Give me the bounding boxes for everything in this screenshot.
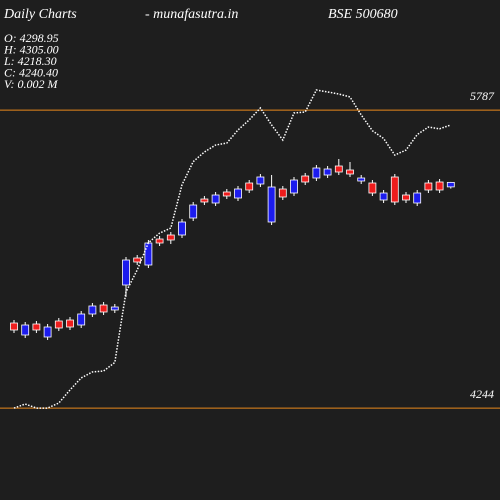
candle-body — [346, 169, 354, 175]
chart-title: Daily Charts — [3, 7, 77, 22]
candle-body — [379, 192, 388, 201]
candle-body — [122, 259, 130, 286]
candle-body — [301, 175, 310, 183]
candle-body — [166, 234, 175, 241]
candle-body — [155, 238, 164, 244]
candle-body — [390, 176, 399, 203]
candle-body — [133, 257, 142, 263]
candle-body — [234, 188, 242, 199]
candle-body — [245, 182, 254, 191]
indicator-line — [13, 89, 452, 409]
candle-body — [178, 221, 186, 236]
ohlcv-info: V: 0.002 M — [4, 77, 59, 91]
candle-body — [99, 304, 108, 313]
candle-body — [278, 188, 287, 198]
candle-body — [21, 324, 30, 336]
level-label: 4244 — [470, 387, 494, 401]
candle-body — [312, 167, 321, 179]
candle-body — [32, 323, 41, 331]
candle-body — [54, 320, 63, 329]
ohlcv-info: H: 4305.00 — [3, 43, 59, 57]
candle-body — [368, 182, 377, 194]
candle-body — [402, 194, 410, 201]
candle-body — [189, 204, 198, 219]
candle-body — [446, 181, 455, 188]
candle-body — [77, 313, 86, 326]
candle-body — [222, 191, 231, 197]
ohlcv-info: L: 4218.30 — [3, 54, 57, 68]
candle-body — [413, 192, 422, 204]
candle-body — [43, 326, 52, 338]
candle-body — [435, 181, 444, 191]
candle-body — [267, 186, 276, 223]
ohlcv-info: O: 4298.95 — [4, 31, 59, 45]
candle-body — [66, 319, 74, 328]
candle-body — [144, 242, 153, 266]
symbol: BSE 500680 — [328, 7, 398, 22]
candle-body — [256, 176, 265, 185]
candle-body — [357, 177, 366, 182]
candle-body — [424, 182, 433, 191]
ohlcv-info: C: 4240.40 — [4, 66, 58, 80]
candle-body — [110, 306, 119, 311]
candle-body — [10, 322, 18, 331]
site-name: - munafasutra.in — [145, 7, 238, 22]
candle-body — [200, 198, 209, 203]
candle-body — [88, 305, 97, 315]
candle-body — [334, 165, 343, 173]
candle-body — [290, 179, 298, 194]
level-label: 5787 — [470, 89, 495, 103]
candle-body — [323, 168, 332, 176]
candle-body — [211, 194, 220, 204]
